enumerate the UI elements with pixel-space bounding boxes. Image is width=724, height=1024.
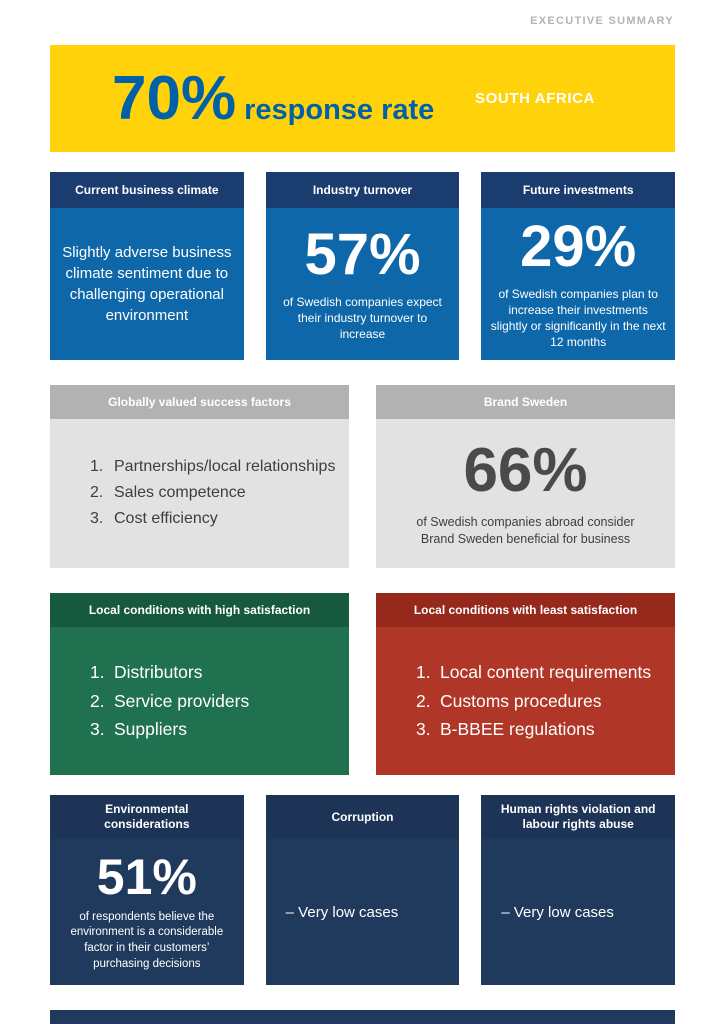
card-business-climate-title: Current business climate: [50, 172, 244, 208]
card-human-rights-title: Human rights violation and labour rights…: [481, 795, 676, 839]
card-human-rights: Human rights violation and labour rights…: [481, 795, 676, 985]
list-item: Customs procedures: [416, 690, 602, 713]
corruption-text: – Very low cases: [285, 903, 399, 921]
card-future-investments: Future investments 29% of Swedish compan…: [481, 172, 676, 360]
footer-bar: [50, 1010, 675, 1024]
card-corruption: Corruption – Very low cases: [265, 795, 460, 985]
response-rate-group: 70% response rate: [112, 63, 435, 133]
list-item: Partnerships/local relationships: [90, 457, 336, 478]
card-brand-sweden-title: Brand Sweden: [376, 385, 675, 419]
environmental-caption: of respondents believe the environment i…: [70, 910, 224, 970]
card-industry-turnover: Industry turnover 57% of Swedish compani…: [265, 172, 460, 360]
list-item: Service providers: [90, 690, 250, 713]
region-label: SOUTH AFRICA: [475, 90, 595, 107]
satisfaction-row: Local conditions with high satisfaction …: [50, 593, 675, 775]
human-rights-text: – Very low cases: [501, 903, 614, 921]
future-investments-percent: 29%: [520, 213, 637, 279]
environmental-percent: 51%: [96, 848, 197, 905]
card-success-factors: Globally valued success factors Partners…: [50, 385, 349, 568]
card-brand-sweden: Brand Sweden 66% of Swedish companies ab…: [376, 385, 675, 568]
response-rate-banner: 70% response rate SOUTH AFRICA: [50, 45, 675, 152]
card-future-investments-title: Future investments: [481, 172, 676, 208]
gray-stats-row: Globally valued success factors Partners…: [50, 385, 675, 568]
card-industry-turnover-title: Industry turnover: [265, 172, 460, 208]
card-environmental-title: Environmental considerations: [50, 795, 244, 839]
navy-stats-row: Environmental considerations 51% of resp…: [50, 795, 676, 985]
brand-sweden-caption: of Swedish companies abroad consider Bra…: [416, 514, 635, 546]
high-satisfaction-list: Distributors Service providers Suppliers: [88, 655, 249, 747]
card-least-satisfaction: Local conditions with least satisfaction…: [376, 593, 675, 775]
least-satisfaction-list: Local content requirements Customs proce…: [414, 655, 651, 747]
card-business-climate: Current business climate Slightly advers…: [50, 172, 244, 360]
list-item: Suppliers: [90, 718, 187, 741]
future-investments-caption: of Swedish companies plan to increase th…: [490, 286, 666, 350]
blue-stats-row: Current business climate Slightly advers…: [50, 172, 676, 360]
list-item: Sales competence: [90, 483, 246, 504]
list-item: Cost efficiency: [90, 509, 218, 530]
card-least-satisfaction-title: Local conditions with least satisfaction: [376, 593, 675, 627]
page-eyebrow: EXECUTIVE SUMMARY: [530, 15, 674, 27]
list-item: B-BBEE regulations: [416, 718, 595, 741]
brand-sweden-percent: 66%: [463, 435, 588, 505]
card-high-satisfaction-title: Local conditions with high satisfaction: [50, 593, 349, 627]
card-success-factors-title: Globally valued success factors: [50, 385, 349, 419]
card-high-satisfaction: Local conditions with high satisfaction …: [50, 593, 349, 775]
card-corruption-title: Corruption: [265, 795, 460, 839]
industry-turnover-percent: 57%: [304, 221, 421, 287]
card-environmental-considerations: Environmental considerations 51% of resp…: [50, 795, 244, 985]
industry-turnover-caption: of Swedish companies expect their indust…: [283, 294, 442, 342]
business-climate-text: Slightly adverse business climate sentim…: [62, 244, 232, 324]
list-item: Distributors: [90, 661, 203, 684]
success-factors-list: Partnerships/local relationships Sales c…: [88, 452, 336, 534]
response-rate-percent: 70%: [112, 63, 237, 133]
list-item: Local content requirements: [416, 661, 652, 684]
response-rate-label: response rate: [244, 93, 435, 126]
